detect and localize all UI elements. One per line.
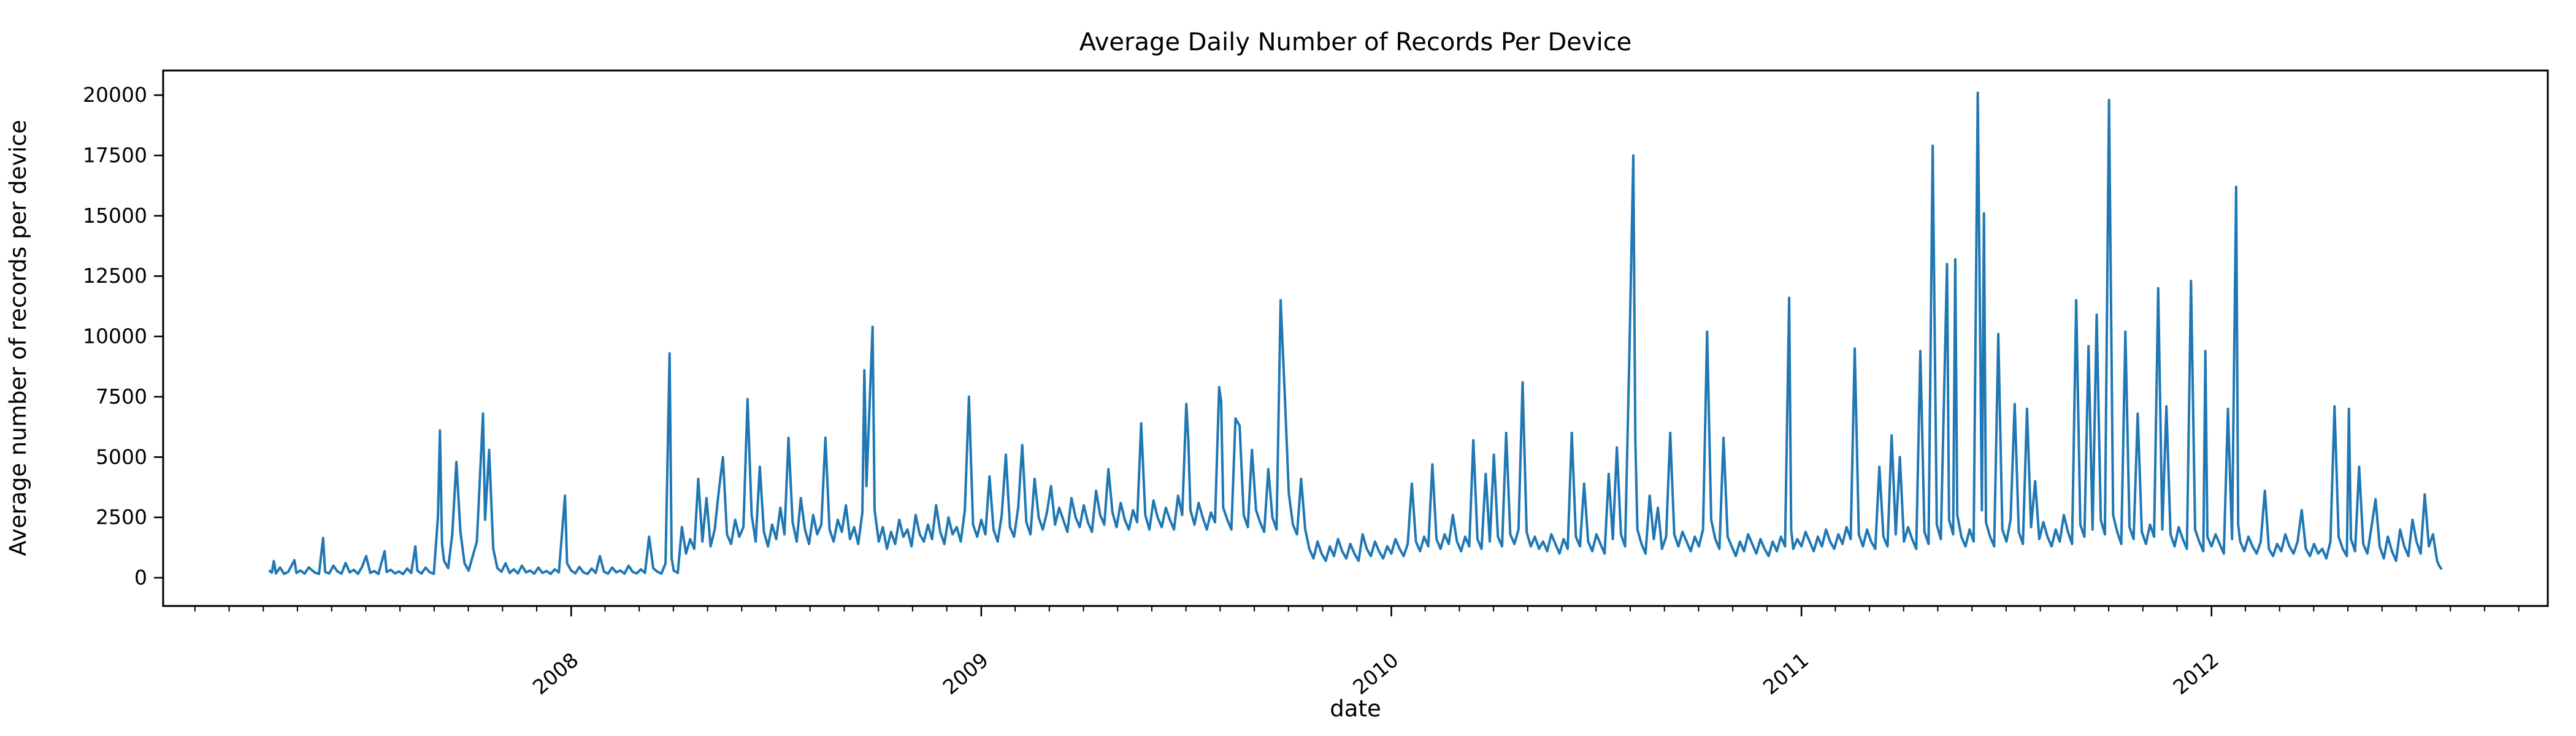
y-tick-label: 7500	[96, 385, 147, 408]
y-axis-label: Average number of records per device	[5, 120, 31, 556]
data-series-line	[268, 91, 2443, 576]
y-tick-label: 0	[134, 565, 147, 589]
y-tick-label: 2500	[96, 505, 147, 529]
chart-title: Average Daily Number of Records Per Devi…	[1079, 28, 1632, 56]
y-ticks	[154, 94, 163, 579]
y-tick-label: 10000	[83, 324, 147, 348]
y-tick-label: 12500	[83, 264, 147, 288]
x-major-ticks	[570, 606, 2213, 616]
y-tick-labels: 0 2500 5000 7500 10000 12500 15000 17500 20000	[83, 83, 147, 589]
x-axis-label: date	[1330, 696, 1381, 722]
axes-frame	[162, 69, 2549, 607]
y-tick-label: 15000	[83, 204, 147, 228]
y-tick-label: 17500	[83, 143, 147, 167]
data-series-group	[268, 91, 2443, 576]
y-tick-label: 20000	[83, 83, 147, 107]
y-tick-label: 5000	[96, 445, 147, 469]
